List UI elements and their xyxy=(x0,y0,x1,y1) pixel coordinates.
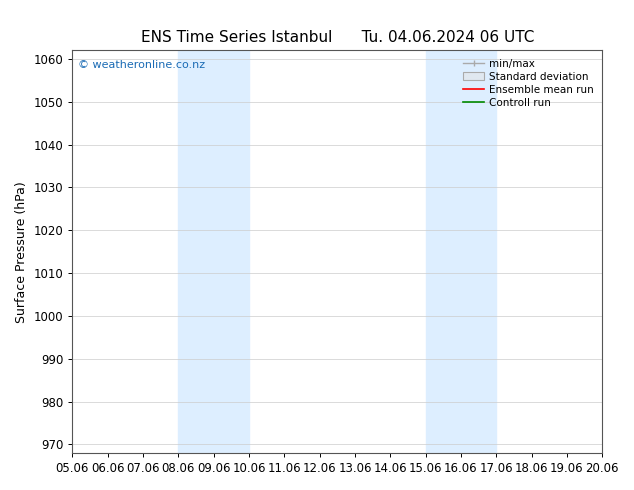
Text: © weatheronline.co.nz: © weatheronline.co.nz xyxy=(77,60,205,71)
Title: ENS Time Series Istanbul      Tu. 04.06.2024 06 UTC: ENS Time Series Istanbul Tu. 04.06.2024 … xyxy=(141,30,534,45)
Y-axis label: Surface Pressure (hPa): Surface Pressure (hPa) xyxy=(15,181,28,322)
Legend: min/max, Standard deviation, Ensemble mean run, Controll run: min/max, Standard deviation, Ensemble me… xyxy=(460,55,597,111)
Bar xyxy=(425,50,496,453)
Bar xyxy=(178,50,249,453)
